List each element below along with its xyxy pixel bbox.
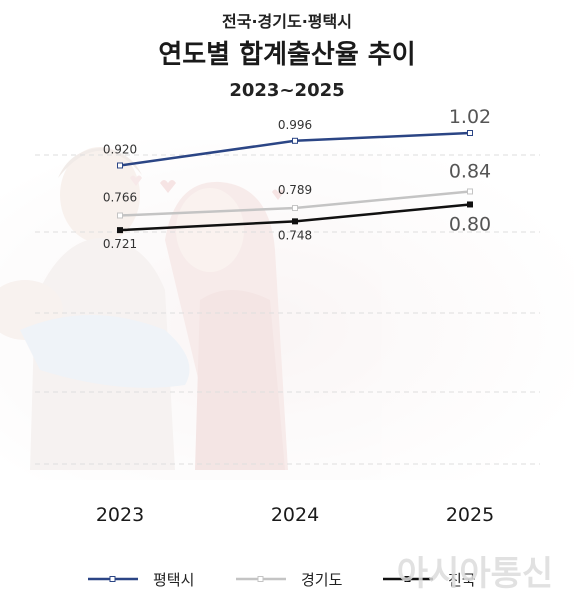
legend-marker [109, 576, 116, 582]
data-point [292, 205, 298, 212]
x-tick-label: 2024 [271, 504, 319, 526]
chart-subtitle: 2023~2025 [229, 80, 344, 101]
x-tick-label: 2025 [446, 504, 494, 526]
data-point [467, 130, 473, 137]
data-label: 0.84 [449, 160, 491, 182]
legend-label: 평택시 [153, 571, 194, 589]
series-2: 0.721 0.748 0.80 [103, 201, 491, 251]
data-point [292, 137, 298, 144]
data-label: 0.721 [103, 237, 137, 251]
data-point [467, 201, 473, 208]
legend-item: 경기도 [236, 571, 343, 589]
chart-supertitle: 전국·경기도·평택시 [222, 12, 352, 31]
legend-label: 경기도 [301, 571, 343, 589]
data-label: 1.02 [449, 106, 491, 128]
data-point [117, 227, 123, 234]
data-label: 0.80 [449, 213, 491, 235]
data-point [292, 218, 298, 225]
legend: 평택시 경기도 진국 [88, 571, 476, 589]
background-illustration [0, 140, 574, 480]
x-tick-label: 2023 [96, 504, 144, 526]
data-label: 0.789 [278, 183, 312, 197]
x-axis: 2023 2024 2025 [96, 504, 494, 526]
chart-title: 연도별 합계출산율 추이 [158, 40, 415, 70]
data-label: 0.766 [103, 191, 137, 205]
legend-marker [404, 576, 411, 582]
legend-label: 진국 [448, 571, 476, 589]
data-point [467, 188, 473, 195]
data-point [117, 212, 123, 219]
data-label: 0.920 [103, 142, 137, 156]
watermark: 아시아통신 [397, 554, 553, 594]
data-label: 0.748 [278, 228, 312, 242]
legend-item: 평택시 [88, 571, 194, 589]
data-point [117, 162, 123, 169]
series-1: 0.766 0.789 0.84 [103, 160, 491, 219]
legend-marker [257, 576, 264, 582]
legend-item: 진국 [383, 571, 476, 589]
series-0: 0.920 0.996 1.02 [103, 106, 491, 169]
data-label: 0.996 [278, 118, 312, 132]
